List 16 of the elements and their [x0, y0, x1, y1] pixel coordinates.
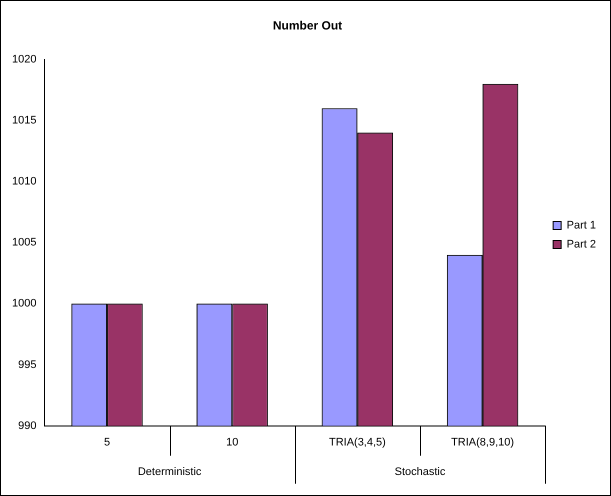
y-tick-label: 1005 — [12, 236, 36, 249]
y-tick-label: 1020 — [12, 53, 36, 66]
x-tick-label: TRIA(3,4,5) — [328, 436, 386, 448]
text: Deterministic — [138, 466, 202, 478]
y-tick-label: 995 — [18, 358, 36, 371]
x-tick-label: TRIA(8,9,10) — [451, 436, 514, 448]
y-tick-label: 1015 — [12, 114, 36, 126]
text: Stochastic — [394, 466, 446, 478]
y-tick-label: 1000 — [12, 298, 36, 310]
legend-label: Part 2 — [566, 238, 596, 251]
x-tick-label: 10 — [226, 436, 238, 448]
legend-label: Part 1 — [566, 220, 596, 232]
y-tick-label: 990 — [18, 420, 36, 432]
chart-title: Number Out — [272, 18, 342, 33]
y-tick-label: 1010 — [12, 176, 36, 188]
x-tick-label: 5 — [104, 436, 110, 448]
